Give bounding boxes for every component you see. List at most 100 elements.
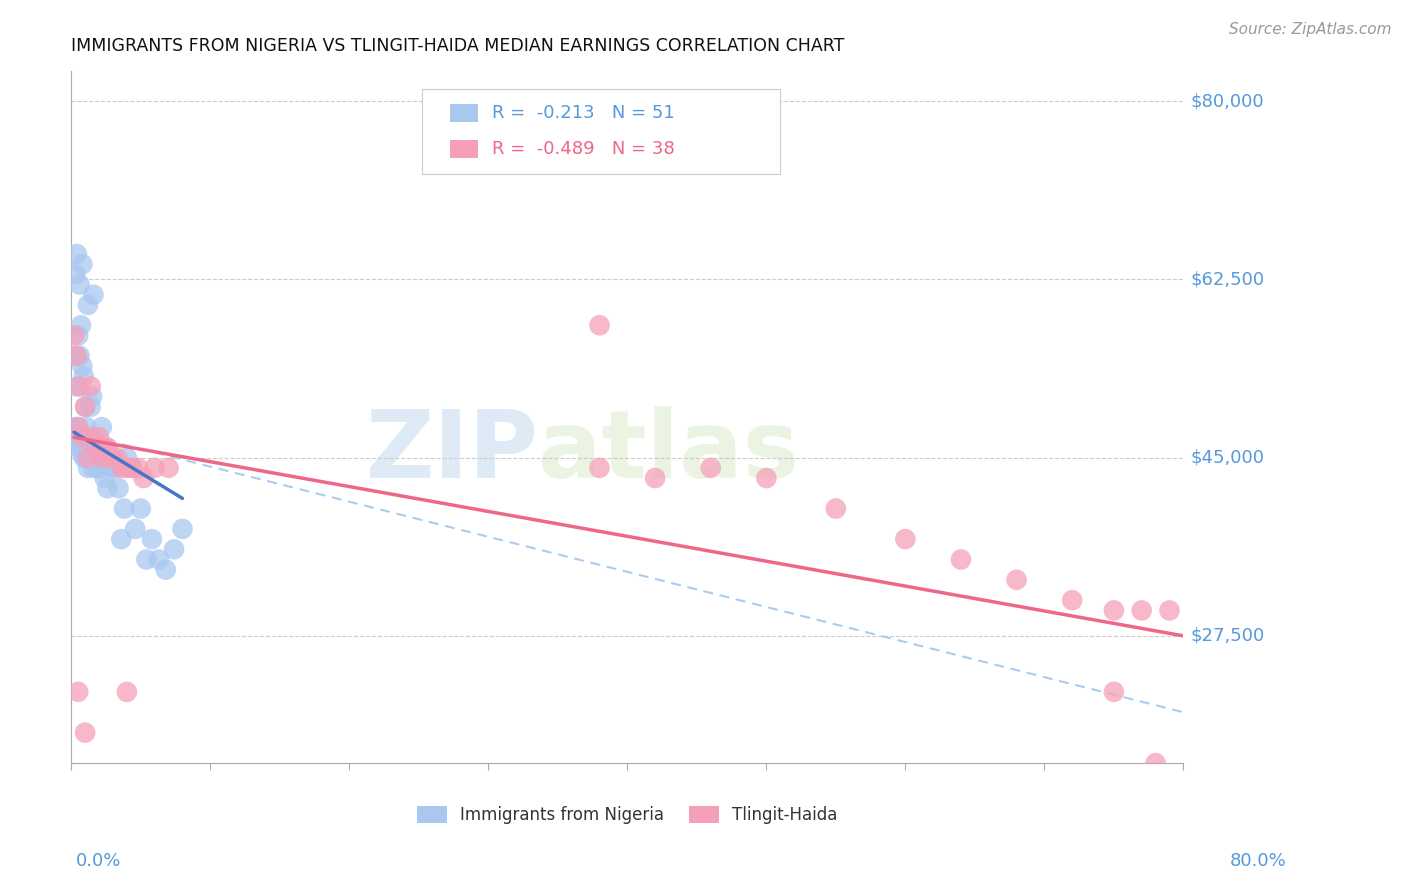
Point xyxy=(96,441,118,455)
Point xyxy=(67,420,90,434)
Point xyxy=(155,563,177,577)
Point xyxy=(86,460,108,475)
Point xyxy=(112,501,135,516)
Point xyxy=(90,420,112,434)
Text: Source: ZipAtlas.com: Source: ZipAtlas.com xyxy=(1229,22,1392,37)
Point xyxy=(82,430,104,444)
Point xyxy=(588,318,610,333)
Point xyxy=(73,450,96,465)
Point xyxy=(77,450,100,465)
Point xyxy=(66,349,89,363)
Point xyxy=(1102,603,1125,617)
Point xyxy=(135,552,157,566)
Point xyxy=(115,450,138,465)
Point xyxy=(87,441,110,455)
Text: R =  -0.489   N = 38: R = -0.489 N = 38 xyxy=(492,140,675,158)
Point xyxy=(73,369,96,384)
Text: 80.0%: 80.0% xyxy=(1230,852,1286,870)
Point xyxy=(80,441,103,455)
Point xyxy=(163,542,186,557)
Point xyxy=(110,460,132,475)
Text: atlas: atlas xyxy=(538,406,800,498)
Point xyxy=(77,430,100,444)
Point xyxy=(949,552,972,566)
Point xyxy=(87,430,110,444)
Point xyxy=(101,450,124,465)
Point xyxy=(66,441,89,455)
Point xyxy=(93,441,115,455)
Point xyxy=(70,318,93,333)
Legend: Immigrants from Nigeria, Tlingit-Haida: Immigrants from Nigeria, Tlingit-Haida xyxy=(416,805,838,824)
Point xyxy=(66,379,89,393)
Point xyxy=(72,257,94,271)
Point xyxy=(132,471,155,485)
Point xyxy=(110,532,132,546)
Point xyxy=(1102,685,1125,699)
Point xyxy=(76,420,98,434)
Point xyxy=(93,471,115,485)
Point xyxy=(75,450,97,465)
Text: $45,000: $45,000 xyxy=(1191,449,1264,467)
Point xyxy=(115,460,138,475)
Point xyxy=(70,441,93,455)
Point xyxy=(80,379,103,393)
Point xyxy=(66,247,89,261)
Point xyxy=(148,552,170,566)
Point xyxy=(77,298,100,312)
Point xyxy=(80,400,103,414)
Point xyxy=(1130,603,1153,617)
Point xyxy=(82,460,104,475)
Point xyxy=(65,420,87,434)
Point xyxy=(157,460,180,475)
Point xyxy=(96,481,118,495)
Text: ZIP: ZIP xyxy=(366,406,538,498)
Text: $80,000: $80,000 xyxy=(1191,92,1264,111)
Point xyxy=(69,430,91,444)
Point xyxy=(77,460,100,475)
Point xyxy=(115,685,138,699)
Point xyxy=(107,481,129,495)
Point xyxy=(69,349,91,363)
Point xyxy=(69,379,91,393)
Point xyxy=(94,441,117,455)
Point xyxy=(124,522,146,536)
Text: IMMIGRANTS FROM NIGERIA VS TLINGIT-HAIDA MEDIAN EARNINGS CORRELATION CHART: IMMIGRANTS FROM NIGERIA VS TLINGIT-HAIDA… xyxy=(72,37,845,55)
Point xyxy=(1159,603,1181,617)
Point xyxy=(644,471,666,485)
Point xyxy=(91,450,114,465)
Point xyxy=(101,460,124,475)
Point xyxy=(98,450,121,465)
Point xyxy=(63,328,86,343)
Point xyxy=(84,441,107,455)
Point xyxy=(65,349,87,363)
Point xyxy=(824,501,846,516)
Point xyxy=(75,725,97,739)
Point xyxy=(63,430,86,444)
Point xyxy=(82,287,104,301)
Point xyxy=(588,460,610,475)
Point xyxy=(105,450,128,465)
Point xyxy=(72,430,94,444)
Point xyxy=(69,277,91,292)
Point xyxy=(98,450,121,465)
Text: $27,500: $27,500 xyxy=(1191,627,1264,645)
Point xyxy=(129,501,152,516)
Point xyxy=(67,420,90,434)
Point xyxy=(67,685,90,699)
Text: R =  -0.213   N = 51: R = -0.213 N = 51 xyxy=(492,104,675,122)
Point xyxy=(141,532,163,546)
Point xyxy=(90,450,112,465)
Point xyxy=(72,359,94,373)
Point xyxy=(72,441,94,455)
Point xyxy=(1005,573,1028,587)
Point xyxy=(127,460,149,475)
Point xyxy=(79,441,101,455)
Point xyxy=(894,532,917,546)
Point xyxy=(755,471,778,485)
Point xyxy=(172,522,194,536)
Point xyxy=(84,441,107,455)
Point xyxy=(75,400,97,414)
Point xyxy=(83,450,105,465)
Point xyxy=(104,460,127,475)
Point xyxy=(1144,756,1167,771)
